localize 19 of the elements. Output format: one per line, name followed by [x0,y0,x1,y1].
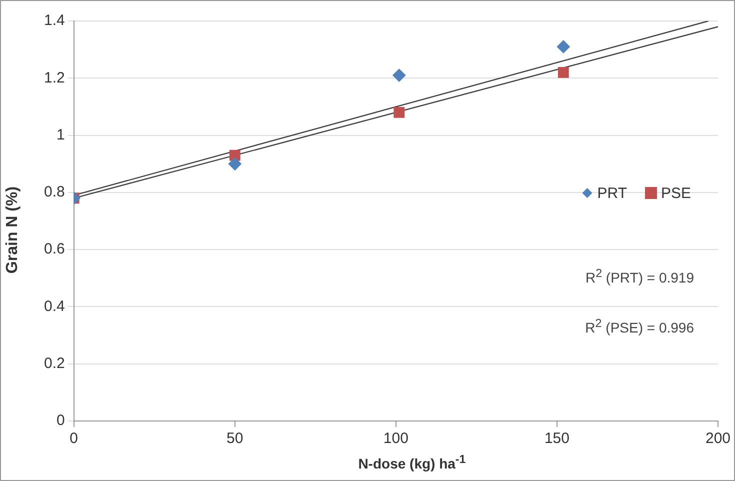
x-tick-label: 0 [70,430,78,448]
y-tick-label: 0.6 [44,240,65,258]
x-tick-label: 50 [226,430,244,448]
y-tick-label: 0.8 [44,184,65,201]
legend-label: PRT [597,185,627,202]
x-tick-label: 150 [544,430,570,448]
y-tick-label: 1.2 [44,69,65,86]
annotation: R$^{2}$ (PSE) = 0.996 [585,317,694,336]
x-tick-label: 200 [705,430,731,448]
x-axis-title: N-dose (kg) ha$^{-1}$ [357,453,467,472]
y-axis-title: Grain N (%) [4,185,22,276]
y-tick-label: 1.4 [44,12,65,30]
x-tick-label: 100 [383,430,408,448]
annotation: R$^{2}$ (PRT) = 0.919 [585,267,694,286]
y-tick-label: 0.2 [44,355,65,372]
y-tick-label: 0 [56,412,65,430]
y-tick-label: 0.4 [44,298,65,315]
y-tick-label: 1 [56,126,65,144]
legend-label: PSE [660,185,691,202]
